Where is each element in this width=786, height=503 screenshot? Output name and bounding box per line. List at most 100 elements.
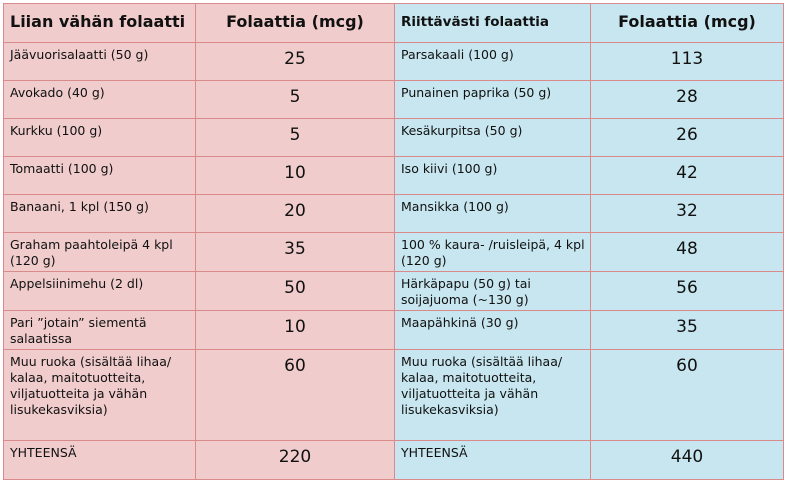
low-value-cell: 10	[195, 156, 395, 195]
ok-item-cell: Iso kiivi (100 g)	[394, 156, 591, 195]
ok-value: 48	[676, 239, 698, 259]
low-value-cell: 10	[195, 310, 395, 350]
ok-total-label: YHTEENSÄ	[401, 445, 468, 460]
low-item-cell: Graham paahtoleipä 4 kpl (120 g)	[3, 232, 196, 272]
ok-value-cell: 56	[590, 271, 784, 311]
low-item: Muu ruoka (sisältää lihaa/ kalaa, maitot…	[10, 354, 172, 417]
ok-item: Kesäkurpitsa (50 g)	[401, 123, 523, 138]
ok-item: Iso kiivi (100 g)	[401, 161, 498, 176]
ok-item-cell: Mansikka (100 g)	[394, 194, 591, 233]
ok-item-cell: Parsakaali (100 g)	[394, 42, 591, 81]
ok-item-cell: Maapähkinä (30 g)	[394, 310, 591, 350]
ok-item-cell: Härkäpapu (50 g) tai soijajuoma (~130 g)	[394, 271, 591, 311]
ok-item: Punainen paprika (50 g)	[401, 85, 552, 100]
low-item-cell: Avokado (40 g)	[3, 80, 196, 119]
ok-value-cell: 113	[590, 42, 784, 81]
low-value: 5	[289, 87, 301, 107]
low-value: 5	[289, 125, 301, 145]
low-total-label: YHTEENSÄ	[10, 445, 77, 460]
ok-value-cell: 48	[590, 232, 784, 272]
ok-value-cell: 32	[590, 194, 784, 233]
low-folate-title: Liian vähän folaatti	[10, 12, 186, 31]
table-row: Banaani, 1 kpl (150 g) 20 Mansikka (100 …	[3, 194, 784, 233]
ok-item: Mansikka (100 g)	[401, 199, 509, 214]
low-total-cell: 220	[195, 440, 395, 480]
low-value-cell: 5	[195, 118, 395, 157]
ok-item: 100 % kaura- /ruisleipä, 4 kpl (120 g)	[401, 237, 585, 268]
ok-item: Maapähkinä (30 g)	[401, 315, 519, 330]
low-item: Kurkku (100 g)	[10, 123, 103, 138]
ok-value: 35	[676, 317, 698, 337]
total-row: YHTEENSÄ 220 YHTEENSÄ 440	[3, 440, 784, 480]
low-value: 20	[284, 201, 306, 221]
low-item-cell: Muu ruoka (sisältää lihaa/ kalaa, maitot…	[3, 349, 196, 441]
table-row: Pari ”jotain” siementä salaatissa 10 Maa…	[3, 310, 784, 350]
table-row: Muu ruoka (sisältää lihaa/ kalaa, maitot…	[3, 349, 784, 441]
low-item: Banaani, 1 kpl (150 g)	[10, 199, 149, 214]
ok-item: Parsakaali (100 g)	[401, 47, 514, 62]
low-item-cell: Pari ”jotain” siementä salaatissa	[3, 310, 196, 350]
ok-value: 56	[676, 278, 698, 298]
table-row: Tomaatti (100 g) 10 Iso kiivi (100 g) 42	[3, 156, 784, 195]
ok-item: Härkäpapu (50 g) tai soijajuoma (~130 g)	[401, 276, 531, 307]
low-value-cell: 35	[195, 232, 395, 272]
low-value: 60	[284, 356, 306, 376]
ok-value: 26	[676, 125, 698, 145]
ok-amount-header: Folaattia (mcg)	[590, 3, 784, 43]
ok-total-cell: 440	[590, 440, 784, 480]
low-value: 10	[284, 317, 306, 337]
low-amount-title: Folaattia (mcg)	[226, 12, 364, 31]
ok-item: Muu ruoka (sisältää lihaa/ kalaa, maitot…	[401, 354, 563, 417]
low-value-cell: 50	[195, 271, 395, 311]
ok-folate-title: Riittävästi folaattia	[401, 14, 550, 30]
ok-value-cell: 35	[590, 310, 784, 350]
ok-item-cell: Muu ruoka (sisältää lihaa/ kalaa, maitot…	[394, 349, 591, 441]
header-row: Liian vähän folaatti Folaattia (mcg) Rii…	[3, 3, 784, 43]
table-row: Avokado (40 g) 5 Punainen paprika (50 g)…	[3, 80, 784, 119]
table-row: Graham paahtoleipä 4 kpl (120 g) 35 100 …	[3, 232, 784, 272]
ok-value: 32	[676, 201, 698, 221]
low-item-cell: Appelsiinimehu (2 dl)	[3, 271, 196, 311]
ok-value-cell: 28	[590, 80, 784, 119]
ok-value-cell: 42	[590, 156, 784, 195]
low-item: Tomaatti (100 g)	[10, 161, 114, 176]
ok-value: 60	[676, 356, 698, 376]
low-total-label-cell: YHTEENSÄ	[3, 440, 196, 480]
low-item-cell: Jäävuorisalaatti (50 g)	[3, 42, 196, 81]
low-item: Appelsiinimehu (2 dl)	[10, 276, 144, 291]
ok-item-cell: Kesäkurpitsa (50 g)	[394, 118, 591, 157]
low-amount-header: Folaattia (mcg)	[195, 3, 395, 43]
table-row: Jäävuorisalaatti (50 g) 25 Parsakaali (1…	[3, 42, 784, 81]
ok-total-label-cell: YHTEENSÄ	[394, 440, 591, 480]
low-value-cell: 60	[195, 349, 395, 441]
ok-value-cell: 26	[590, 118, 784, 157]
low-value-cell: 5	[195, 80, 395, 119]
low-item-cell: Tomaatti (100 g)	[3, 156, 196, 195]
table-row: Kurkku (100 g) 5 Kesäkurpitsa (50 g) 26	[3, 118, 784, 157]
low-value: 50	[284, 278, 306, 298]
ok-value: 28	[676, 87, 698, 107]
low-item: Jäävuorisalaatti (50 g)	[10, 47, 149, 62]
low-item: Pari ”jotain” siementä salaatissa	[10, 315, 147, 346]
low-item-cell: Banaani, 1 kpl (150 g)	[3, 194, 196, 233]
ok-item-cell: Punainen paprika (50 g)	[394, 80, 591, 119]
ok-value-cell: 60	[590, 349, 784, 441]
low-item-cell: Kurkku (100 g)	[3, 118, 196, 157]
folate-table: Liian vähän folaatti Folaattia (mcg) Rii…	[3, 3, 784, 480]
ok-value: 113	[670, 49, 704, 69]
low-value: 10	[284, 163, 306, 183]
ok-amount-title: Folaattia (mcg)	[618, 12, 756, 31]
ok-value: 42	[676, 163, 698, 183]
table-row: Appelsiinimehu (2 dl) 50 Härkäpapu (50 g…	[3, 271, 784, 311]
low-value: 25	[284, 49, 306, 69]
ok-folate-header: Riittävästi folaattia	[394, 3, 591, 43]
ok-item-cell: 100 % kaura- /ruisleipä, 4 kpl (120 g)	[394, 232, 591, 272]
low-value-cell: 20	[195, 194, 395, 233]
low-item: Avokado (40 g)	[10, 85, 105, 100]
ok-total-value: 440	[670, 447, 704, 467]
folate-comparison: Liian vähän folaatti Folaattia (mcg) Rii…	[3, 3, 784, 499]
low-item: Graham paahtoleipä 4 kpl (120 g)	[10, 237, 173, 268]
low-folate-header: Liian vähän folaatti	[3, 3, 196, 43]
low-value-cell: 25	[195, 42, 395, 81]
low-value: 35	[284, 239, 306, 259]
